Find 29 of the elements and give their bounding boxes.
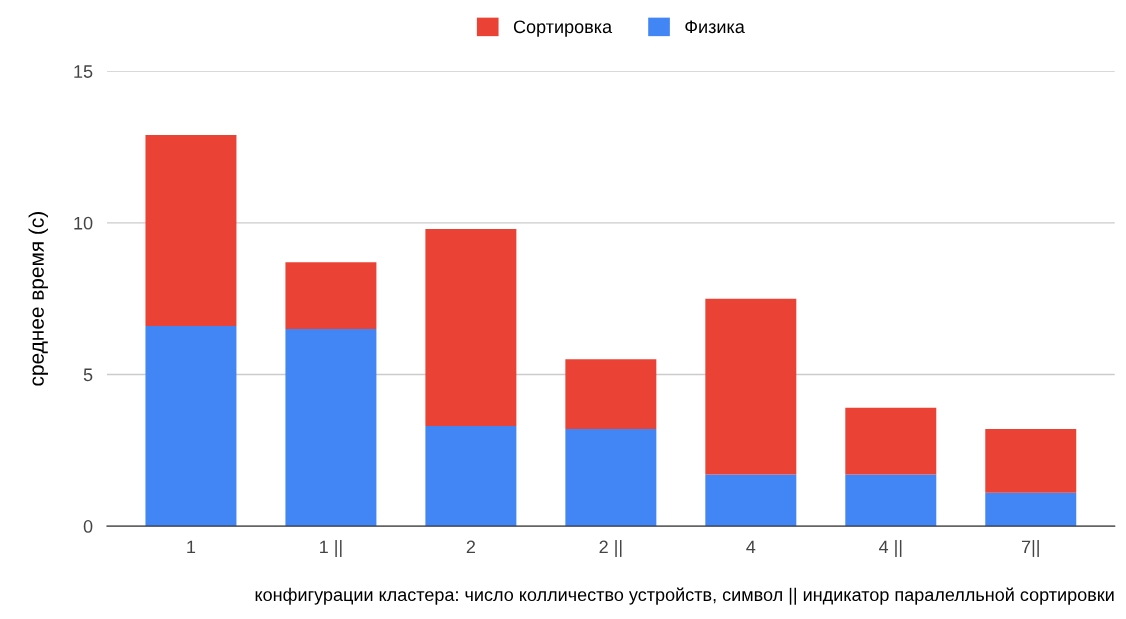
x-tick-label: 2 || (599, 540, 622, 557)
x-tick-label: 4 || (878, 540, 902, 557)
y-tick-label: 15 (74, 65, 93, 78)
x-tick-label: 2 (466, 540, 475, 554)
x-tick-label: 1 (187, 540, 196, 554)
bar (565, 359, 657, 430)
x-axis-title: конфигурации кластера: число колличество устройств, символ || индикатор паралелльной сортировки (255, 587, 1114, 605)
bar (425, 426, 517, 527)
y-tick-label: 10 (74, 216, 93, 230)
bar (845, 407, 937, 475)
legend-label: Сортировка (513, 20, 613, 37)
bar (985, 492, 1077, 527)
x-tick-label: 7|| (1021, 540, 1039, 557)
bar (705, 298, 797, 475)
bar (145, 134, 237, 326)
y-axis-title: среднее время (с) (28, 212, 48, 386)
bar (145, 325, 237, 527)
bar (285, 262, 377, 329)
bar (985, 429, 1077, 493)
bar (845, 474, 937, 527)
x-tick-label: 4 (746, 540, 756, 554)
x-tick-label: 1 || (320, 540, 342, 557)
bar (705, 474, 797, 527)
bar (285, 329, 377, 527)
bar (565, 429, 657, 527)
y-tick-label: 5 (83, 368, 93, 382)
bar (425, 228, 517, 427)
legend-label: Физика (685, 20, 745, 34)
y-tick-label: 0 (83, 520, 93, 533)
